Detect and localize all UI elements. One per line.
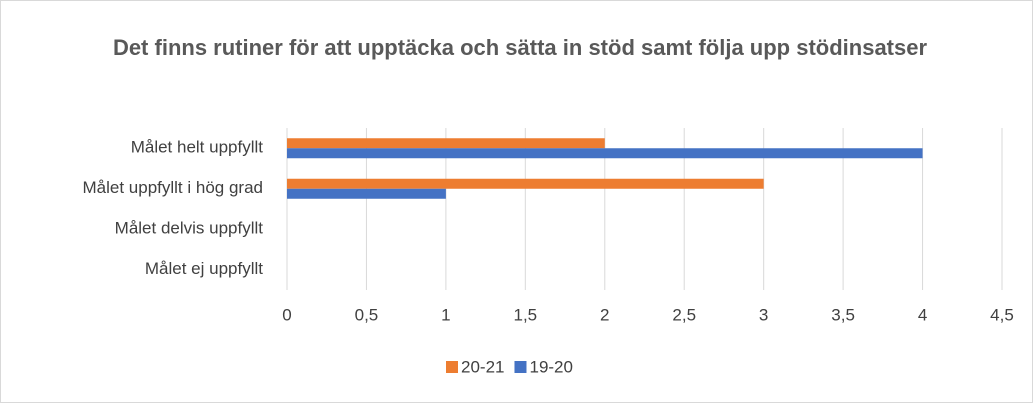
x-tick-label: 1,5 xyxy=(514,305,538,324)
bar xyxy=(287,188,446,199)
legend-label: 20-21 xyxy=(461,357,504,376)
legend-label: 19-20 xyxy=(529,357,572,376)
x-tick-label: 3,5 xyxy=(831,305,855,324)
legend-swatch xyxy=(514,361,527,373)
y-tick-label: Målet ej uppfyllt xyxy=(145,259,263,278)
y-tick-label: Målet delvis uppfyllt xyxy=(115,219,264,238)
legend-swatch xyxy=(446,361,458,373)
bar xyxy=(287,178,764,189)
bar xyxy=(287,148,923,159)
x-tick-label: 0,5 xyxy=(355,305,379,324)
x-tick-label: 2 xyxy=(600,305,609,324)
y-tick-label: Målet helt uppfyllt xyxy=(131,138,264,157)
x-tick-label: 0 xyxy=(282,305,291,324)
x-tick-label: 4,5 xyxy=(990,305,1014,324)
x-tick-label: 2,5 xyxy=(672,305,696,324)
chart-title: Det finns rutiner för att upptäcka och s… xyxy=(112,35,928,60)
y-tick-label: Målet uppfyllt i hög grad xyxy=(83,178,264,197)
bar xyxy=(287,138,605,149)
x-tick-label: 3 xyxy=(759,305,768,324)
x-tick-label: 1 xyxy=(441,305,450,324)
x-tick-label: 4 xyxy=(918,305,927,324)
